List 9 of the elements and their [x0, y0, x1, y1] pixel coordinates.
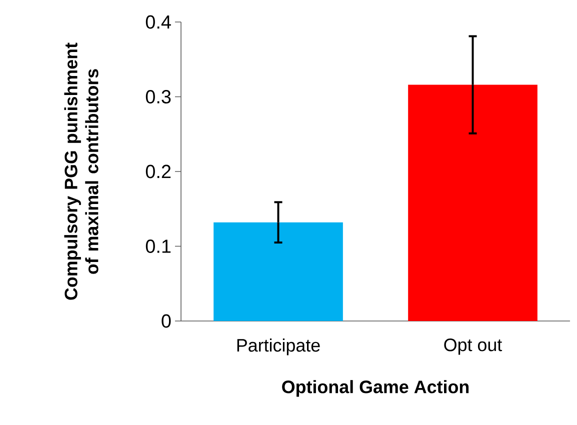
x-axis-title: Optional Game Action	[282, 380, 469, 397]
y-tick-label: 0.3	[146, 90, 171, 104]
y-tick-label: 0.2	[146, 164, 171, 178]
x-tick-label: Opt out	[444, 338, 502, 355]
y-axis-title: Compulsory PGG punishment of maximal contributors	[64, 42, 98, 300]
x-tick-label: Participate	[237, 338, 320, 356]
y-tick-label: 0	[162, 314, 171, 328]
y-tick-label: 0.4	[146, 15, 171, 29]
y-tick-label: 0.1	[146, 240, 171, 253]
